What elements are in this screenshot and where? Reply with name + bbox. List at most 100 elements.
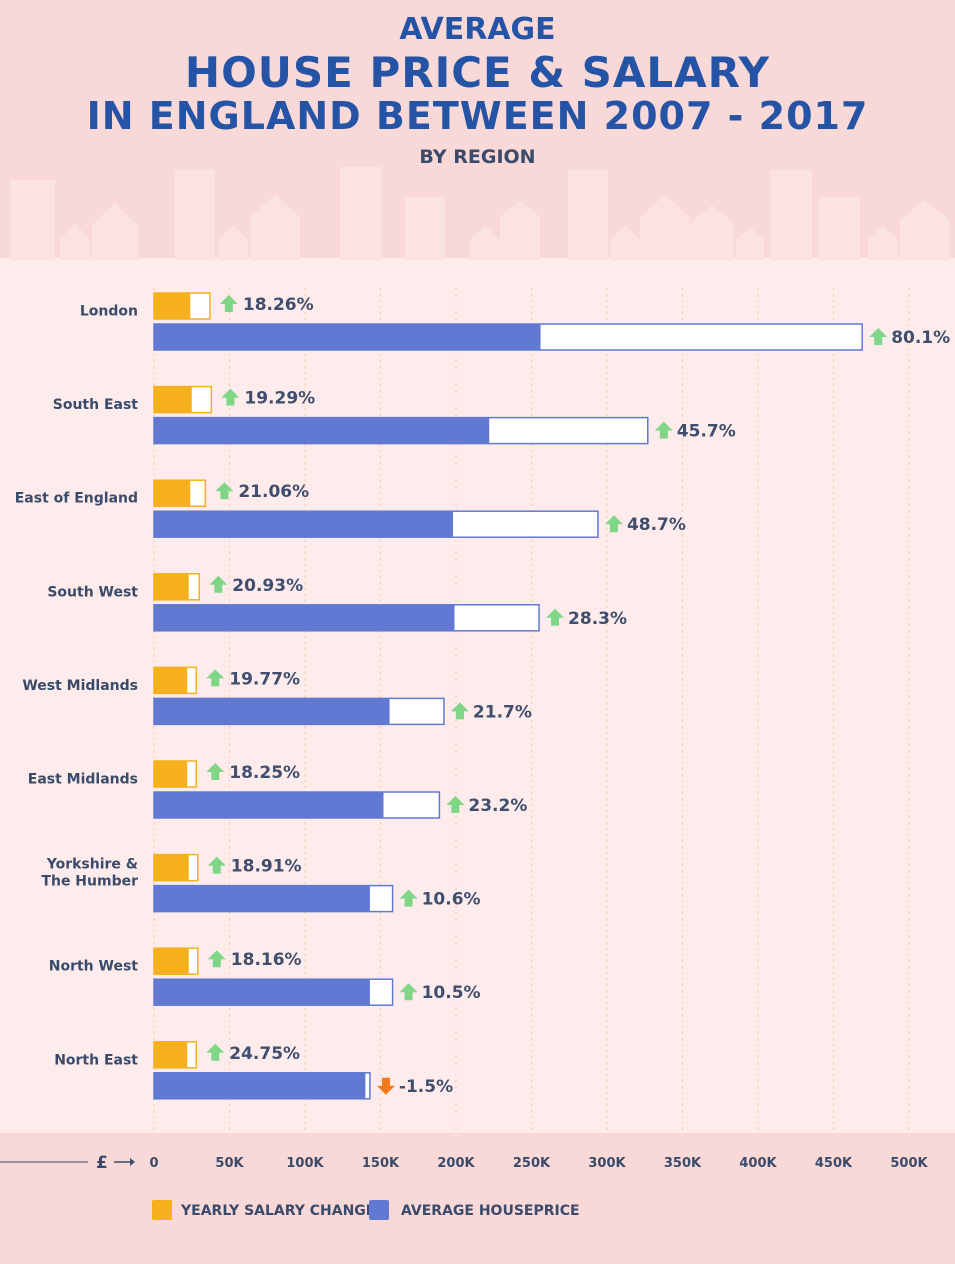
arrow-down-icon [376,1077,395,1095]
salary-change-label: 21.06% [238,482,309,502]
arrow-up-icon [207,950,226,968]
house-bar [154,1072,366,1099]
region-row: 18.91% 10.6% Yorkshire &The Humber [41,853,481,913]
salary-change-label: 18.16% [231,950,302,970]
region-label: South West [47,584,138,600]
region-row: 20.93% 28.3% South West [47,573,627,632]
arrow-up-icon [654,421,673,439]
currency-symbol: £ [96,1153,108,1173]
x-tick-label: 150K [362,1156,400,1171]
arrow-up-icon [206,1043,225,1061]
salary-change-label: 18.26% [243,295,314,315]
house-change-label: 23.2% [468,796,527,816]
region-row: 18.26% 80.1% London [80,292,950,351]
arrow-up-icon [869,328,888,345]
arrow-up-icon [206,763,225,780]
house-bar [154,698,390,725]
house-change-label: -1.5% [399,1077,453,1097]
house-bar [154,979,370,1006]
arrow-up-icon [399,889,418,907]
region-row: 19.77% 21.7% West Midlands [22,666,532,726]
salary-change-label: 24.75% [229,1044,300,1064]
x-tick-label: 200K [437,1156,475,1171]
title-line-2: HOUSE PRICE & SALARY [184,48,771,97]
x-tick-label: 100K [286,1156,324,1171]
salary-bar [154,854,189,881]
house-change-label: 28.3% [568,609,627,629]
legend-house-swatch [369,1200,389,1220]
house-change-label: 10.5% [422,983,481,1003]
region-label: Yorkshire & [46,857,138,873]
arrow-up-icon [546,608,565,626]
region-row: 21.06% 48.7% East of England [15,479,686,538]
salary-bar [154,667,188,694]
region-row: 24.75% -1.5% North East [54,1041,453,1100]
arrow-up-icon [446,796,465,813]
subtitle: BY REGION [419,146,536,168]
region-label: South East [53,397,139,413]
salary-bar [154,386,192,413]
legend-salary-swatch [152,1200,172,1220]
salary-bar [154,573,189,600]
title-line-3: IN ENGLAND BETWEEN 2007 - 2017 [86,94,869,138]
arrow-up-icon [207,856,226,874]
x-tick-label: 350K [664,1156,702,1171]
house-bar [154,885,370,912]
chart-plot-area: 18.26% 80.1% London 19.29% 45.7% South East 21… [15,288,950,1133]
house-change-label: 80.1% [891,328,950,348]
arrow-up-icon [206,669,225,687]
salary-bar [154,480,191,507]
arrow-up-icon [215,482,234,500]
arrow-right-icon [114,1158,135,1166]
salary-change-label: 19.77% [229,669,300,689]
house-change-label: 21.7% [473,702,532,722]
skyline-illustration [10,167,950,260]
house-bar [154,792,384,818]
header: AVERAGE HOUSE PRICE & SALARY IN ENGLAND … [0,0,955,258]
x-tick-label: 500K [890,1156,928,1171]
arrow-up-icon [604,515,623,533]
salary-change-label: 20.93% [232,576,303,596]
x-axis: £ 0 50K 100K 150K 200K 250K 300K 350K 400K 450K 50… [0,1153,929,1220]
arrow-up-icon [399,983,418,1001]
region-row: 18.25% 23.2% East Midlands [28,760,527,819]
x-tick-label: 400K [739,1156,777,1171]
title-line-1: AVERAGE [399,12,556,47]
house-change-label: 45.7% [677,422,736,442]
house-bar [154,324,541,350]
region-label: North East [54,1052,138,1068]
region-label: London [80,304,138,320]
house-bar [154,417,490,444]
region-label: North West [49,959,139,975]
legend-salary-label: YEARLY SALARY CHANGE [180,1203,375,1219]
salary-bar [154,761,188,787]
salary-change-label: 18.91% [231,857,302,877]
region-label: West Midlands [22,678,138,694]
house-bar [154,604,455,631]
legend-house-label: AVERAGE HOUSEPRICE [401,1203,580,1219]
x-tick-label: 300K [588,1156,626,1171]
x-tick-label: 0 [149,1156,158,1171]
house-change-label: 10.6% [422,890,481,910]
house-bar [154,511,453,538]
salary-bar [154,948,189,975]
region-label: The Humber [41,874,138,890]
legend: YEARLY SALARY CHANGE AVERAGE HOUSEPRICE [152,1200,580,1220]
region-label: East of England [15,491,138,507]
house-change-label: 48.7% [627,515,686,535]
salary-bar [154,1041,188,1068]
arrow-up-icon [219,295,238,312]
salary-change-label: 19.29% [244,389,315,409]
region-label: East Midlands [28,772,138,788]
region-row: 18.16% 10.5% North West [49,947,481,1006]
salary-change-label: 18.25% [229,763,300,783]
salary-bar [154,293,191,319]
arrow-up-icon [221,388,240,406]
arrow-up-icon [209,575,228,593]
chart-footer [0,1133,955,1264]
x-tick-label: 450K [815,1156,853,1171]
region-row: 19.29% 45.7% South East [53,385,736,445]
arrow-up-icon [450,702,469,720]
x-tick-label: 50K [215,1156,244,1171]
x-tick-label: 250K [513,1156,551,1171]
